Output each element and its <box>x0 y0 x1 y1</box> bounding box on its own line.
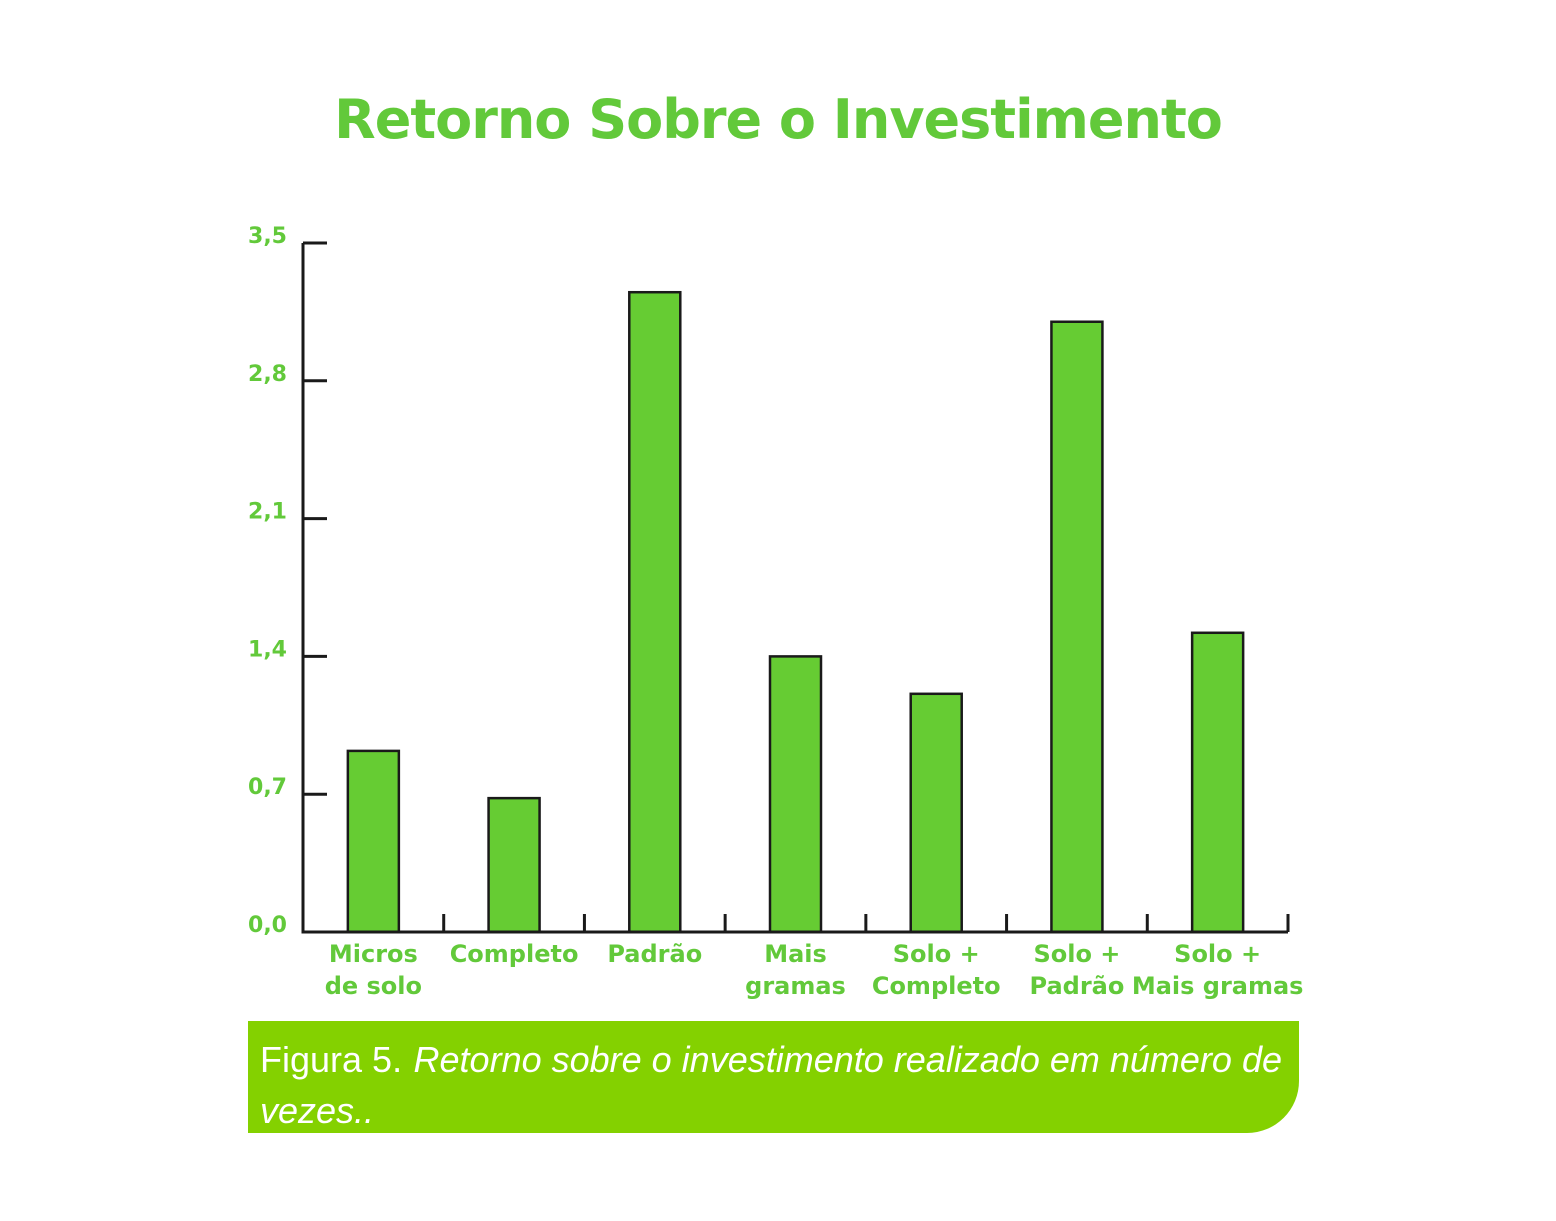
x-tick-label-4: Solo + Completo <box>872 940 1001 1000</box>
bar-4 <box>909 692 963 934</box>
x-tick-label-line: Solo + <box>893 940 980 968</box>
x-tick-label-2: Padrão <box>607 940 702 968</box>
figure-caption: Figura 5. Retorno sobre o investimento r… <box>248 1021 1299 1133</box>
x-tick-label-line: Completo <box>450 940 579 968</box>
y-tick-label-5: 3,5 <box>248 224 287 249</box>
x-tick-label-line: Completo <box>872 972 1001 1000</box>
bar-5 <box>1050 320 1104 934</box>
chart-title: Retorno Sobre o Investimento <box>334 88 1223 151</box>
x-tick-label-line: Solo + <box>1174 940 1261 968</box>
x-tick-label-3: Mais gramas <box>745 940 846 1000</box>
x-tick-label-0: Micros de solo <box>325 940 422 1000</box>
x-tick-label-line: Mais gramas <box>1132 972 1304 1000</box>
y-tick-label-4: 2,8 <box>248 362 287 387</box>
caption-label: Figura 5. <box>260 1039 403 1080</box>
x-tick-labels: Micros de solo Completo Padrão Mais gramas Sol… <box>325 940 1304 1000</box>
x-tick-label-5: Solo + Padrão <box>1030 940 1125 1000</box>
bars-layer <box>346 290 1245 934</box>
bar-3 <box>768 655 823 934</box>
y-tick-label-2: 1,4 <box>248 637 287 662</box>
bar-2 <box>628 290 682 934</box>
x-tick-label-line: de solo <box>325 972 422 1000</box>
x-tick-label-line: Solo + <box>1033 940 1120 968</box>
axis-layer <box>301 241 1290 934</box>
x-tick-label-6: Solo + Mais gramas <box>1132 940 1304 1000</box>
bar-0 <box>346 749 401 934</box>
caption-text: Retorno sobre o investimento realizado e… <box>260 1039 1282 1131</box>
x-tick-label-line: gramas <box>745 972 846 1000</box>
x-tick-label-line: Mais <box>764 940 827 968</box>
x-tick-label-line: Padrão <box>607 940 702 968</box>
bar-6 <box>1190 631 1245 934</box>
y-tick-label-1: 0,7 <box>248 775 287 800</box>
y-tick-labels: 0,0 0,7 1,4 2,1 2,8 3,5 <box>248 224 287 938</box>
y-tick-label-3: 2,1 <box>248 500 287 525</box>
y-tick-label-0: 0,0 <box>248 913 287 938</box>
x-tick-label-line: Padrão <box>1030 972 1125 1000</box>
x-tick-label-line: Micros <box>329 940 418 968</box>
bar-1 <box>487 796 541 934</box>
x-tick-label-1: Completo <box>450 940 579 968</box>
